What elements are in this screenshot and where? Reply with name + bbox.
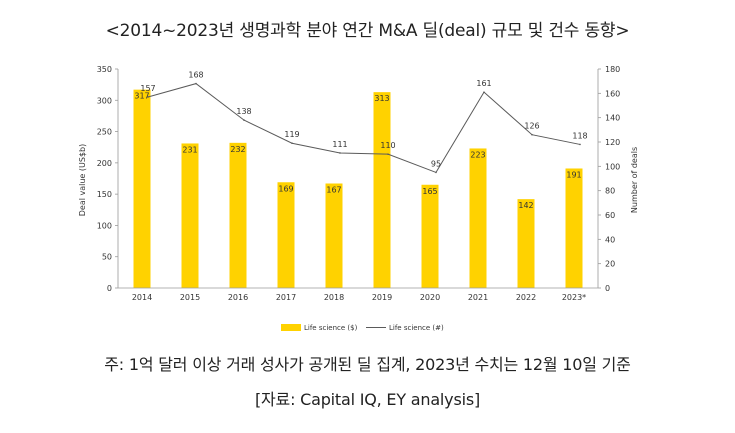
chart-title: <2014~2023년 생명과학 분야 연간 M&A 딜(deal) 규모 및 … [105, 21, 630, 41]
y2-axis-label: Number of deals [630, 147, 639, 213]
bar [181, 143, 199, 288]
count-point [195, 82, 197, 85]
legend-line-label: Life science (#) [389, 324, 444, 332]
bar-value-label: 231 [182, 145, 197, 154]
count-value-label: 126 [524, 122, 539, 131]
x-tick-label: 2014 [132, 293, 152, 302]
count-value-label: 118 [572, 131, 587, 140]
count-point [435, 171, 437, 174]
count-point [579, 143, 581, 146]
bar [517, 199, 535, 288]
bar [325, 183, 343, 288]
right-tick-label: 60 [605, 211, 615, 220]
x-tick-label: 2019 [372, 293, 392, 302]
x-axis: 2014 2015 2016 2017 2018 2019 2020 2021 2022 2023… [118, 287, 598, 302]
bar [277, 182, 295, 288]
left-tick-label: 100 [97, 221, 112, 230]
bar-value-label: 165 [422, 187, 437, 196]
count-value-label: 161 [476, 79, 491, 88]
count-value-label: 157 [140, 84, 155, 93]
x-tick-label: 2017 [276, 293, 296, 302]
x-tick-label: 2016 [228, 293, 248, 302]
left-tick-label: 0 [107, 284, 112, 293]
left-tick-label: 350 [97, 65, 112, 74]
bar-value-label: 232 [230, 145, 245, 154]
legend-bar-swatch [281, 324, 301, 331]
legend: Life science ($) Life science (#) [281, 324, 444, 332]
right-tick-label: 180 [605, 65, 620, 74]
count-point [339, 152, 341, 154]
left-tick-label: 250 [97, 128, 112, 137]
bar [373, 92, 391, 288]
right-tick-label: 40 [605, 235, 615, 244]
bar [565, 168, 583, 288]
bar-value-label: 167 [326, 186, 341, 195]
count-value-label: 138 [236, 107, 251, 116]
left-tick-label: 50 [102, 253, 112, 262]
bar-value-label: 142 [518, 201, 533, 210]
count-value-label: 168 [188, 71, 203, 80]
right-tick-label: 100 [605, 162, 620, 171]
left-tick-label: 150 [97, 190, 112, 199]
count-point [243, 119, 245, 121]
right-tick-label: 120 [605, 138, 620, 147]
right-tick-label: 160 [605, 89, 620, 98]
count-value-label: 110 [380, 141, 395, 150]
count-value-label: 111 [332, 140, 347, 149]
x-tick-label: 2015 [180, 293, 200, 302]
left-tick-label: 300 [97, 96, 112, 105]
bar [469, 148, 487, 288]
bar-value-label: 169 [278, 184, 293, 193]
count-line: 157 168 138 119 111 110 95 161 126 118 [140, 71, 588, 174]
right-axis: 0 20 40 60 80 100 120 140 160 180 [597, 65, 620, 293]
x-tick-label: 2021 [468, 293, 488, 302]
right-tick-label: 140 [605, 114, 620, 123]
right-tick-label: 80 [605, 187, 615, 196]
source-note: [자료: Capital IQ, EY analysis] [254, 390, 481, 409]
left-axis: 0 50 100 150 200 250 300 350 [97, 65, 119, 293]
right-tick-label: 20 [605, 260, 615, 269]
bar-value-label: 317 [134, 92, 149, 101]
bar-value-label: 313 [374, 94, 389, 103]
legend-bar-label: Life science ($) [304, 324, 358, 332]
right-tick-label: 0 [605, 284, 610, 293]
bar [229, 142, 247, 288]
bar [421, 184, 439, 288]
count-value-label: 119 [284, 130, 299, 139]
footnote: 주: 1억 달러 이상 거래 성사가 공개된 딜 집계, 2023년 수치는 1… [104, 355, 631, 374]
count-line-path [147, 83, 581, 174]
count-value-label: 95 [431, 159, 441, 168]
x-tick-label: 2018 [324, 293, 344, 302]
count-point [291, 142, 293, 145]
y-axis-label: Deal value (US$b) [78, 144, 87, 217]
left-tick-label: 200 [97, 159, 112, 168]
bar-value-label: 223 [470, 150, 485, 159]
count-point [387, 153, 389, 155]
x-tick-label: 2020 [420, 293, 440, 302]
count-point [531, 133, 533, 136]
bar-value-label: 191 [566, 170, 581, 179]
count-point [147, 96, 149, 98]
count-point [483, 91, 485, 93]
bars: 317 231 232 169 167 313 165 223 142 191 [133, 89, 583, 288]
x-tick-label: 2022 [516, 293, 536, 302]
x-tick-label: 2023* [562, 293, 586, 302]
bar [133, 89, 151, 288]
